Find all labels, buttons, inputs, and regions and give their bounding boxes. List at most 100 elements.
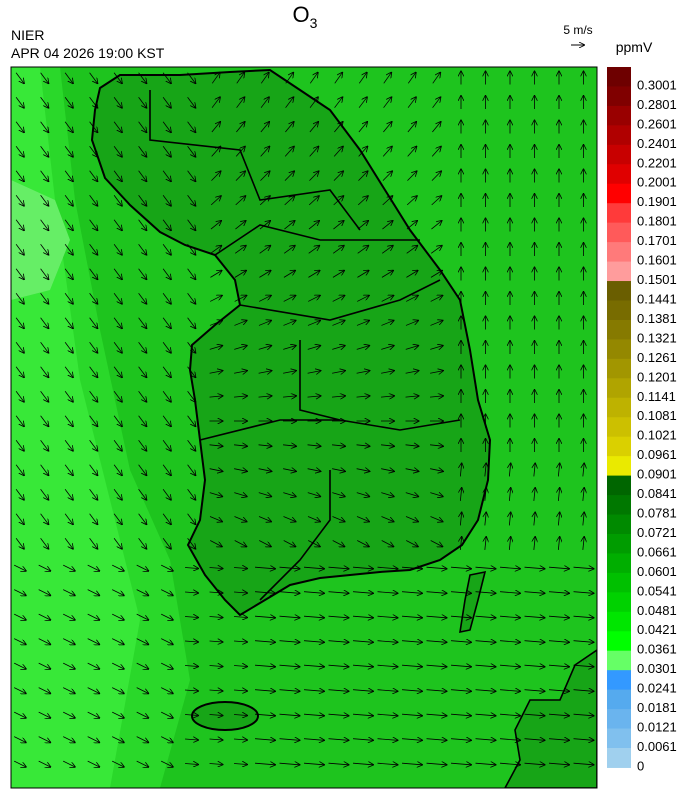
wind-arrow xyxy=(357,271,368,278)
wind-arrow xyxy=(548,690,569,692)
wind-arrow xyxy=(138,440,147,450)
colorbar-swatch xyxy=(607,475,631,496)
wind-arrow xyxy=(430,493,442,497)
wind-arrow xyxy=(558,488,559,502)
wind-arrow xyxy=(89,219,98,230)
wind-arrow xyxy=(308,246,320,254)
wind-arrow xyxy=(136,711,149,718)
map-frame xyxy=(10,66,598,789)
wind-arrow xyxy=(381,346,393,350)
colorbar-swatch xyxy=(607,631,631,652)
wind-arrow xyxy=(233,665,247,666)
wind-arrow xyxy=(332,540,345,547)
wind-arrow xyxy=(209,371,223,374)
wind-arrow xyxy=(187,293,196,303)
wind-arrow xyxy=(15,268,24,279)
wind-arrow xyxy=(573,739,594,741)
wind-arrow xyxy=(307,445,321,446)
wind-arrow xyxy=(136,662,149,669)
wind-arrow xyxy=(187,464,196,475)
wind-arrow xyxy=(234,271,246,278)
wind-arrow xyxy=(234,371,247,374)
wind-arrow xyxy=(432,122,440,133)
colorbar-label: 0.1141 xyxy=(637,389,676,404)
wind-arrow xyxy=(260,171,269,181)
wind-arrow xyxy=(64,244,73,254)
wind-arrow xyxy=(162,538,171,548)
wind-arrow xyxy=(210,296,222,302)
wind-arrow xyxy=(331,396,345,397)
wind-arrow xyxy=(450,641,471,643)
title-subscript: 3 xyxy=(310,15,318,31)
wind-arrow xyxy=(358,147,368,157)
wind-arrow xyxy=(254,567,275,569)
jeju-island xyxy=(191,701,259,731)
colorbar-swatch xyxy=(607,709,631,730)
wind-arrow xyxy=(381,516,393,522)
colorbar-swatch xyxy=(607,533,631,554)
wind-arrow xyxy=(534,464,535,477)
wind-arrow xyxy=(307,396,321,397)
wind-arrow xyxy=(15,440,24,450)
wind-arrow xyxy=(187,170,196,181)
wind-arrow xyxy=(63,736,75,743)
wind-arrow xyxy=(38,736,51,743)
wind-arrow xyxy=(161,736,173,743)
wind-arrow xyxy=(187,244,196,254)
colorbar-label: 0.1261 xyxy=(637,350,677,365)
wind-arrow xyxy=(260,122,269,133)
wind-arrow xyxy=(573,592,594,594)
wind-arrow xyxy=(333,221,343,230)
wind-arrow xyxy=(162,293,171,303)
wind-arrow xyxy=(285,73,293,84)
wind-arrow xyxy=(89,195,98,205)
wind-arrow xyxy=(524,641,545,643)
wind-arrow xyxy=(377,567,398,569)
wind-arrow xyxy=(407,171,416,181)
wind-arrow xyxy=(334,97,343,108)
wind-arrow xyxy=(89,538,98,548)
wind-arrow xyxy=(381,371,394,374)
wind-arrow xyxy=(112,613,124,620)
wind-arrow xyxy=(383,97,392,108)
wind-arrow xyxy=(450,739,471,741)
wind-arrow xyxy=(14,736,26,743)
wind-arrow xyxy=(209,346,222,350)
wind-arrow xyxy=(187,72,196,83)
wind-arrow xyxy=(38,564,51,571)
wind-arrow xyxy=(187,366,196,377)
wind-arrow xyxy=(430,516,442,522)
wind-arrow xyxy=(235,196,246,206)
wind-arrow xyxy=(113,464,122,475)
colorbar-label: 0.2001 xyxy=(637,175,677,190)
wind-arrow xyxy=(89,513,98,524)
wind-arrow xyxy=(401,690,422,692)
wind-arrow xyxy=(258,516,271,522)
wind-arrow xyxy=(234,346,246,350)
wind-arrow xyxy=(63,613,75,620)
wind-arrow xyxy=(15,72,24,83)
wind-arrow xyxy=(524,763,545,765)
wind-scale-label: 5 m/s xyxy=(563,23,592,37)
wind-arrow xyxy=(429,445,443,446)
wind-arrow xyxy=(209,592,223,593)
colorbar-label: 0.1701 xyxy=(637,233,677,248)
wind-arrow xyxy=(407,73,415,84)
wind-arrow xyxy=(38,613,51,620)
wind-arrow xyxy=(136,638,149,645)
wind-arrow xyxy=(138,391,147,401)
wind-arrow xyxy=(187,317,196,328)
wind-arrow xyxy=(15,366,24,377)
wind-arrow xyxy=(15,219,24,230)
wind-arrow xyxy=(210,540,222,547)
wind-arrow xyxy=(333,196,344,206)
wind-arrow xyxy=(235,221,245,230)
wind-arrow xyxy=(382,147,392,157)
wind-arrow xyxy=(162,464,171,475)
wind-arrow xyxy=(380,445,394,446)
wind-arrow xyxy=(89,72,98,83)
wind-arrow xyxy=(64,415,73,426)
wind-arrow xyxy=(499,665,520,667)
wind-arrow xyxy=(356,371,370,374)
colorbar-swatch xyxy=(607,300,631,321)
